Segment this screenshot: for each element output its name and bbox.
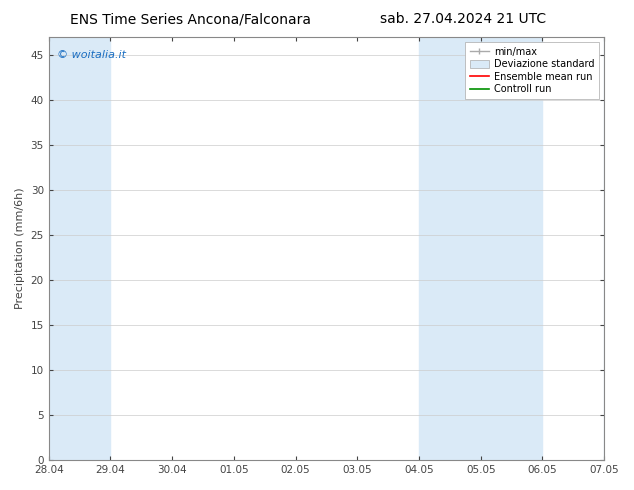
Y-axis label: Precipitation (mm/6h): Precipitation (mm/6h) xyxy=(15,188,25,309)
Bar xyxy=(49,37,110,460)
Bar xyxy=(419,37,543,460)
Text: ENS Time Series Ancona/Falconara: ENS Time Series Ancona/Falconara xyxy=(70,12,311,26)
Text: sab. 27.04.2024 21 UTC: sab. 27.04.2024 21 UTC xyxy=(380,12,546,26)
Text: © woitalia.it: © woitalia.it xyxy=(57,50,126,60)
Bar xyxy=(604,37,634,460)
Legend: min/max, Deviazione standard, Ensemble mean run, Controll run: min/max, Deviazione standard, Ensemble m… xyxy=(465,42,599,99)
